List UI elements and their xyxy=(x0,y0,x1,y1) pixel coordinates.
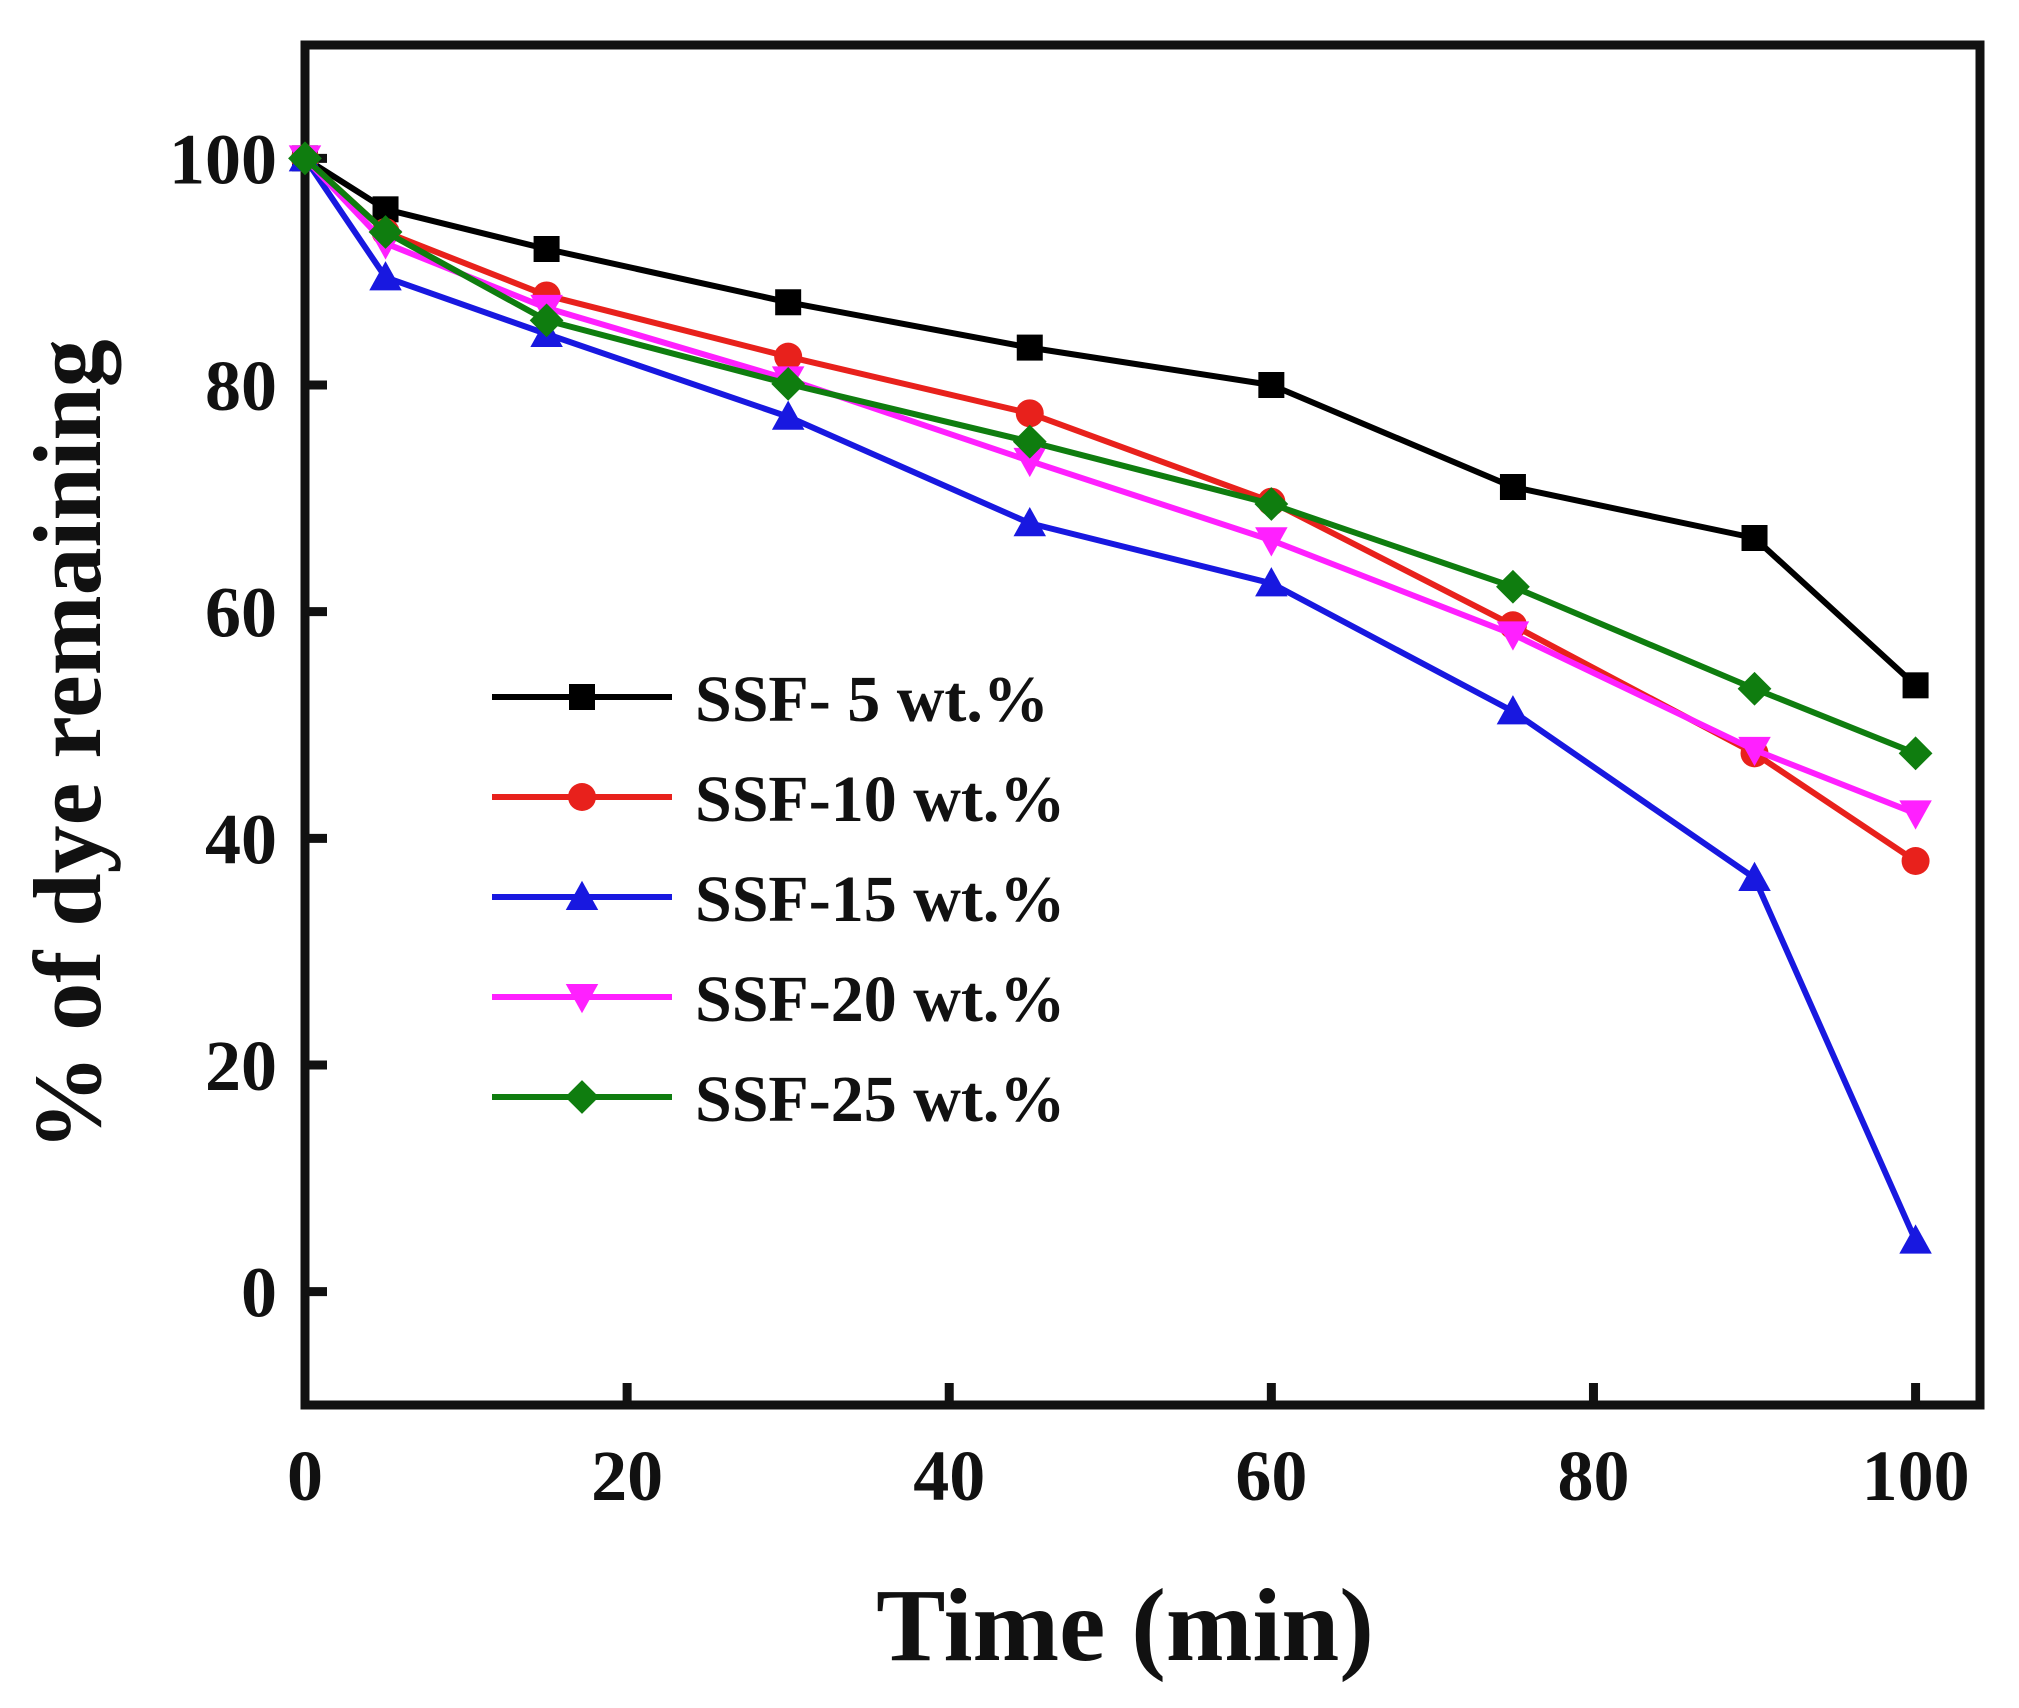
data-point xyxy=(1902,672,1929,699)
y-tick-label: 0 xyxy=(241,1253,277,1333)
series-1 xyxy=(292,145,1929,699)
data-point xyxy=(1901,847,1930,875)
legend-label: SSF-20 wt.% xyxy=(695,963,1065,1036)
x-tick-label: 100 xyxy=(1862,1436,1970,1516)
y-tick-label: 80 xyxy=(205,346,277,426)
legend-label: SSF- 5 wt.% xyxy=(695,663,1049,736)
legend-marker xyxy=(568,783,596,811)
legend-marker xyxy=(569,684,595,710)
x-tick-label: 20 xyxy=(591,1436,663,1516)
series-group xyxy=(288,141,1933,1254)
legend-item-4: SSF-20 wt.% xyxy=(492,963,1065,1036)
data-point xyxy=(771,400,805,430)
x-tick-label: 40 xyxy=(913,1436,985,1516)
x-tick-label: 0 xyxy=(287,1436,323,1516)
x-axis-title: Time (min) xyxy=(876,1568,1374,1683)
y-tick-label: 100 xyxy=(169,119,277,199)
data-point xyxy=(1496,569,1530,604)
y-axis-title: % of dye remaining xyxy=(14,339,121,1151)
data-point xyxy=(1496,695,1530,725)
data-point xyxy=(1013,447,1047,478)
series-5 xyxy=(288,141,1933,771)
x-tick-label: 60 xyxy=(1235,1436,1307,1516)
data-point xyxy=(1738,861,1771,891)
data-point xyxy=(1899,1224,1932,1254)
data-point xyxy=(1737,671,1772,706)
data-point xyxy=(369,261,402,291)
legend-item-5: SSF-25 wt.% xyxy=(492,1063,1065,1136)
data-point xyxy=(1015,399,1044,428)
legend-marker xyxy=(565,880,599,910)
y-tick-label: 20 xyxy=(205,1026,277,1106)
legend: SSF- 5 wt.% SSF-10 wt.% SSF-15 wt.% SSF-20 … xyxy=(492,663,1065,1136)
legend-item-3: SSF-15 wt.% xyxy=(492,863,1065,936)
legend-marker xyxy=(565,984,599,1014)
series-line xyxy=(302,156,1918,864)
y-tick-label: 60 xyxy=(205,573,277,653)
legend-label: SSF-15 wt.% xyxy=(695,863,1065,936)
data-point xyxy=(1496,621,1530,651)
data-point xyxy=(774,342,803,371)
data-point xyxy=(533,236,560,262)
plot-frame xyxy=(300,40,1985,1410)
x-tick-label: 80 xyxy=(1557,1436,1629,1516)
axes: 0 20 40 60 80 100 0 20 40 60 80 100 xyxy=(169,40,1985,1516)
data-point xyxy=(1254,487,1289,521)
legend-marker xyxy=(565,1080,599,1114)
data-point xyxy=(529,303,564,338)
data-point xyxy=(1012,424,1047,459)
data-point xyxy=(1899,800,1932,830)
y-tick-label: 40 xyxy=(205,799,277,879)
legend-item-1: SSF- 5 wt.% xyxy=(492,663,1049,736)
data-point xyxy=(1013,507,1047,537)
data-point xyxy=(1499,474,1526,500)
data-point xyxy=(1741,525,1768,551)
legend-item-2: SSF-10 wt.% xyxy=(492,763,1065,836)
data-point xyxy=(1016,334,1043,361)
data-point xyxy=(1258,372,1285,398)
data-point xyxy=(368,215,403,249)
data-point xyxy=(1255,527,1288,557)
data-point xyxy=(1898,736,1933,771)
legend-label: SSF-25 wt.% xyxy=(695,1063,1065,1136)
data-point xyxy=(288,141,322,176)
data-point xyxy=(775,289,802,316)
data-point xyxy=(1738,736,1771,767)
data-point xyxy=(771,366,806,401)
data-point xyxy=(1255,567,1288,597)
legend-label: SSF-10 wt.% xyxy=(695,763,1065,836)
